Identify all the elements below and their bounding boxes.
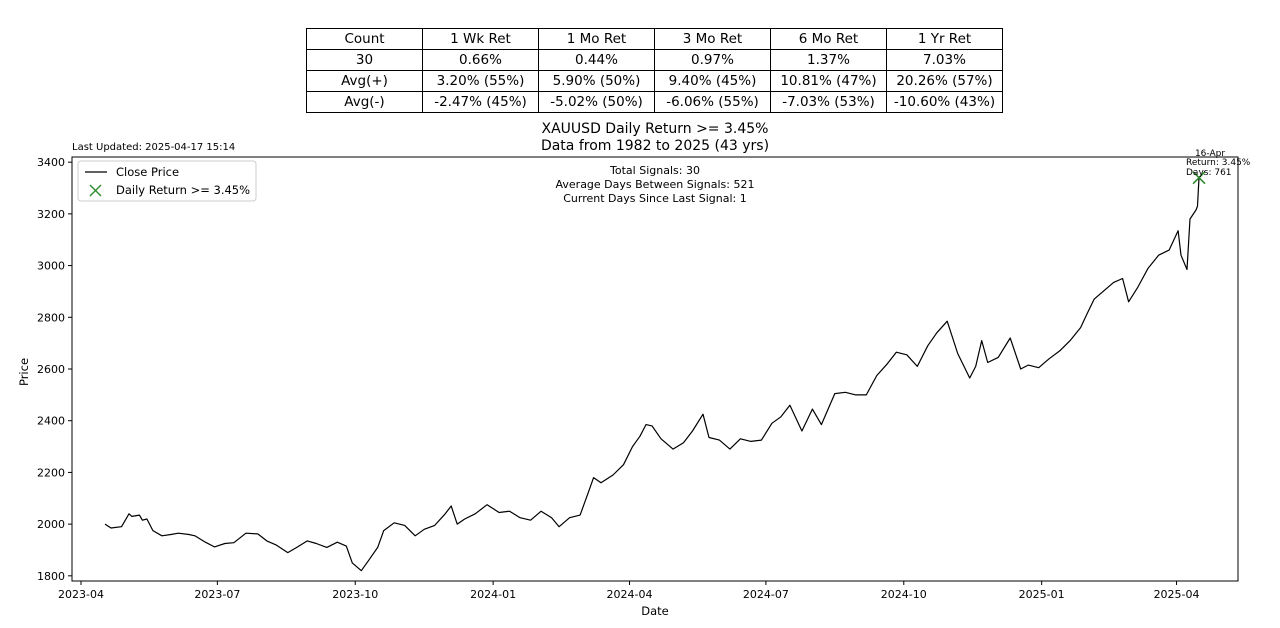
table-cell: 3.20% (55%): [422, 70, 539, 92]
y-tick-label: 2400: [37, 415, 65, 428]
x-tick-label: 2023-10: [332, 588, 378, 601]
table-cell: 9.40% (45%): [654, 70, 771, 92]
y-tick-label: 3200: [37, 208, 65, 221]
table-cell: Avg(+): [306, 70, 423, 92]
legend-close-price: Close Price: [116, 165, 179, 179]
summary-average-days: Average Days Between Signals: 521: [556, 178, 755, 191]
table-cell: -10.60% (43%): [886, 91, 1003, 113]
table-cell: 5.90% (50%): [538, 70, 655, 92]
y-tick-label: 1800: [37, 570, 65, 583]
x-tick-label: 2025-04: [1154, 588, 1200, 601]
signal-marker: [1192, 171, 1206, 185]
annotation-days: Days: 761: [1186, 168, 1232, 178]
x-tick-label: 2024-04: [607, 588, 653, 601]
table-header-cell: 6 Mo Ret: [770, 28, 887, 50]
x-tick-label: 2024-10: [881, 588, 927, 601]
table-row: Avg(+) 3.20% (55%) 5.90% (50%) 9.40% (45%) 1…: [306, 70, 1003, 92]
x-tick-label: 2024-01: [470, 588, 516, 601]
table-cell: 0.97%: [654, 49, 771, 71]
close-price-line: [104, 177, 1200, 572]
y-tick-label: 2000: [37, 518, 65, 531]
x-tick-label: 2025-01: [1019, 588, 1065, 601]
x-tick-label: 2023-04: [58, 588, 104, 601]
chart-title: XAUUSD Daily Return >= 3.45%: [542, 121, 769, 137]
last-updated-text: Last Updated: 2025-04-17 15:14: [72, 142, 235, 153]
plot-frame: [71, 156, 1239, 582]
table-cell: 10.81% (47%): [770, 70, 887, 92]
table-cell: 20.26% (57%): [886, 70, 1003, 92]
y-axis-label: Price: [17, 358, 31, 386]
legend-box: [77, 160, 257, 202]
annotation-date: 16-Apr: [1195, 149, 1225, 159]
x-axis: 2023-04 2023-07 2023-10 2024-01 2024-04 2024-…: [58, 581, 1200, 601]
y-tick-label: 2200: [37, 466, 65, 479]
table-cell: Avg(-): [306, 91, 423, 113]
legend: Close Price Daily Return >= 3.45%: [77, 160, 257, 202]
y-tick-label: 2600: [37, 363, 65, 376]
table-cell: -2.47% (45%): [422, 91, 539, 113]
x-tick-label: 2023-07: [194, 588, 240, 601]
x-tick-label: 2024-07: [743, 588, 789, 601]
table-row: Avg(-) -2.47% (45%) -5.02% (50%) -6.06% (55…: [306, 91, 1003, 113]
table-cell: -6.06% (55%): [654, 91, 771, 113]
y-axis: 1800 2000 2200 2400 2600 2800 3000 3200 3400: [37, 156, 72, 583]
signal-annotation: 16-Apr Return: 3.45% Days: 761: [1186, 149, 1251, 178]
y-tick-label: 3400: [37, 156, 65, 169]
x-axis-label: Date: [641, 604, 669, 618]
table-cell: -5.02% (50%): [538, 91, 655, 113]
summary-text: Total Signals: 30 Average Days Between S…: [556, 164, 755, 205]
summary-total-signals: Total Signals: 30: [609, 164, 700, 177]
summary-current-days: Current Days Since Last Signal: 1: [563, 192, 746, 205]
y-tick-label: 2800: [37, 311, 65, 324]
y-tick-label: 3000: [37, 260, 65, 273]
legend-x-marker-icon: [89, 184, 102, 197]
stats-table: Count 1 Wk Ret 1 Mo Ret 3 Mo Ret 6 Mo Ret 1 Y…: [306, 28, 1003, 113]
chart-subtitle: Data from 1982 to 2025 (43 yrs): [541, 138, 769, 154]
signal-markers: [1192, 171, 1206, 185]
legend-signal: Daily Return >= 3.45%: [116, 183, 250, 197]
annotation-return: Return: 3.45%: [1186, 158, 1251, 168]
table-header-row: Count 1 Wk Ret 1 Mo Ret 3 Mo Ret 6 Mo Ret 1 Y…: [306, 28, 1003, 50]
